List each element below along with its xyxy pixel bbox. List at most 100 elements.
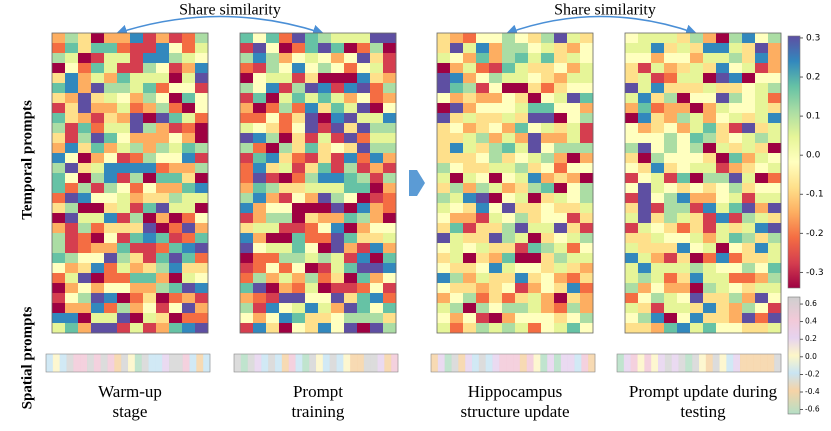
heatmap-cell — [742, 313, 756, 324]
heatmap-cell — [344, 273, 358, 284]
heatmap-cell — [156, 243, 170, 254]
heatmap-cell — [52, 203, 66, 214]
heatmap-cell — [580, 123, 594, 134]
heatmap-cell — [567, 213, 581, 224]
heatmap-cell — [357, 43, 371, 54]
heatmap-cell — [755, 243, 769, 254]
heatmap-cell — [463, 183, 477, 194]
heatmap-cell — [690, 133, 704, 144]
spatial-cell — [52, 354, 60, 372]
heatmap-cell — [344, 53, 358, 64]
heatmap-cell — [690, 93, 704, 104]
heatmap-cell — [716, 53, 730, 64]
heatmap-cell — [463, 213, 477, 224]
heatmap-cell — [143, 83, 157, 94]
heatmap-cell — [104, 143, 118, 154]
heatmap-cell — [143, 273, 157, 284]
heatmap-cell — [638, 103, 652, 114]
heatmap-cell — [357, 73, 371, 84]
heatmap-cell — [677, 133, 691, 144]
heatmap-cell — [716, 33, 730, 44]
heatmap-cell — [716, 323, 730, 334]
heatmap-cell — [554, 213, 568, 224]
heatmap-cell — [182, 283, 196, 294]
heatmap-cell — [169, 293, 183, 304]
heatmap-cell — [528, 253, 542, 264]
heatmap-cell — [52, 323, 66, 334]
heatmap-cell — [357, 123, 371, 134]
heatmap-cell — [437, 113, 451, 124]
heatmap-cell — [195, 253, 209, 264]
heatmap-cell — [755, 103, 769, 114]
heatmap-cell — [292, 93, 306, 104]
heatmap-cell — [502, 63, 516, 74]
heatmap-cell — [515, 313, 529, 324]
heatmap-cell — [169, 253, 183, 264]
heatmap-cell — [651, 133, 665, 144]
spatial-cell — [519, 354, 527, 372]
heatmap-cell — [677, 43, 691, 54]
heatmap-cell — [742, 273, 756, 284]
heatmap-cell — [664, 253, 678, 264]
spatial-cell — [465, 354, 473, 372]
heatmap-cell — [729, 223, 743, 234]
heatmap-cell — [489, 203, 503, 214]
heatmap-cell — [651, 113, 665, 124]
heatmap-cell — [541, 323, 555, 334]
heatmap-cell — [344, 293, 358, 304]
heatmap-cell — [755, 153, 769, 164]
heatmap-cell — [266, 173, 280, 184]
heatmap-cell — [729, 103, 743, 114]
heatmap-cell — [292, 323, 306, 334]
spatial-cell — [169, 354, 177, 372]
heatmap-cell — [755, 43, 769, 54]
heatmap-cell — [305, 243, 319, 254]
heatmap-cell — [253, 243, 267, 254]
heatmap-cell — [156, 183, 170, 194]
heatmap-cell — [703, 143, 717, 154]
heatmap-cell — [370, 163, 384, 174]
heatmap-cell — [344, 173, 358, 184]
heatmap-cell — [463, 123, 477, 134]
heatmap-cell — [651, 153, 665, 164]
colorbar-tick-label: -0.2 — [806, 229, 824, 239]
heatmap-cell — [253, 33, 267, 44]
heatmap-cell — [130, 83, 144, 94]
spatial-cell — [588, 354, 596, 372]
spatial-cell — [254, 354, 262, 372]
heatmap-cell — [476, 143, 490, 154]
heatmap-cell — [729, 233, 743, 244]
heatmap-cell — [651, 63, 665, 74]
spatial-cell — [46, 354, 54, 372]
heatmap-cell — [677, 293, 691, 304]
heatmap-cell — [502, 323, 516, 334]
heatmap-cell — [580, 83, 594, 94]
heatmap-cell — [344, 183, 358, 194]
heatmap-cell — [253, 263, 267, 274]
heatmap-cell — [476, 153, 490, 164]
heatmap-cell — [65, 293, 79, 304]
heatmap-cell — [476, 173, 490, 184]
heatmap-cell — [541, 233, 555, 244]
spatial-cell — [692, 354, 700, 372]
heatmap-cell — [182, 173, 196, 184]
heatmap-cell — [463, 203, 477, 214]
heatmap-cell — [104, 203, 118, 214]
spatial-cell — [343, 354, 351, 372]
heatmap-cell — [554, 323, 568, 334]
heatmap-cell — [651, 193, 665, 204]
heatmap-cell — [195, 143, 209, 154]
heatmap-cell — [690, 173, 704, 184]
heatmap-cell — [729, 43, 743, 54]
heatmap-cell — [580, 293, 594, 304]
heatmap-cell — [690, 283, 704, 294]
heatmap-frame — [239, 32, 397, 334]
heatmap-cell — [755, 323, 769, 334]
heatmap-cell — [344, 263, 358, 274]
temporal-label: Temporal prompts — [19, 100, 35, 220]
heatmap-cell — [169, 53, 183, 64]
heatmap-cell — [664, 223, 678, 234]
heatmap-cell — [554, 153, 568, 164]
heatmap-cell — [182, 103, 196, 114]
heatmap-cell — [651, 123, 665, 134]
